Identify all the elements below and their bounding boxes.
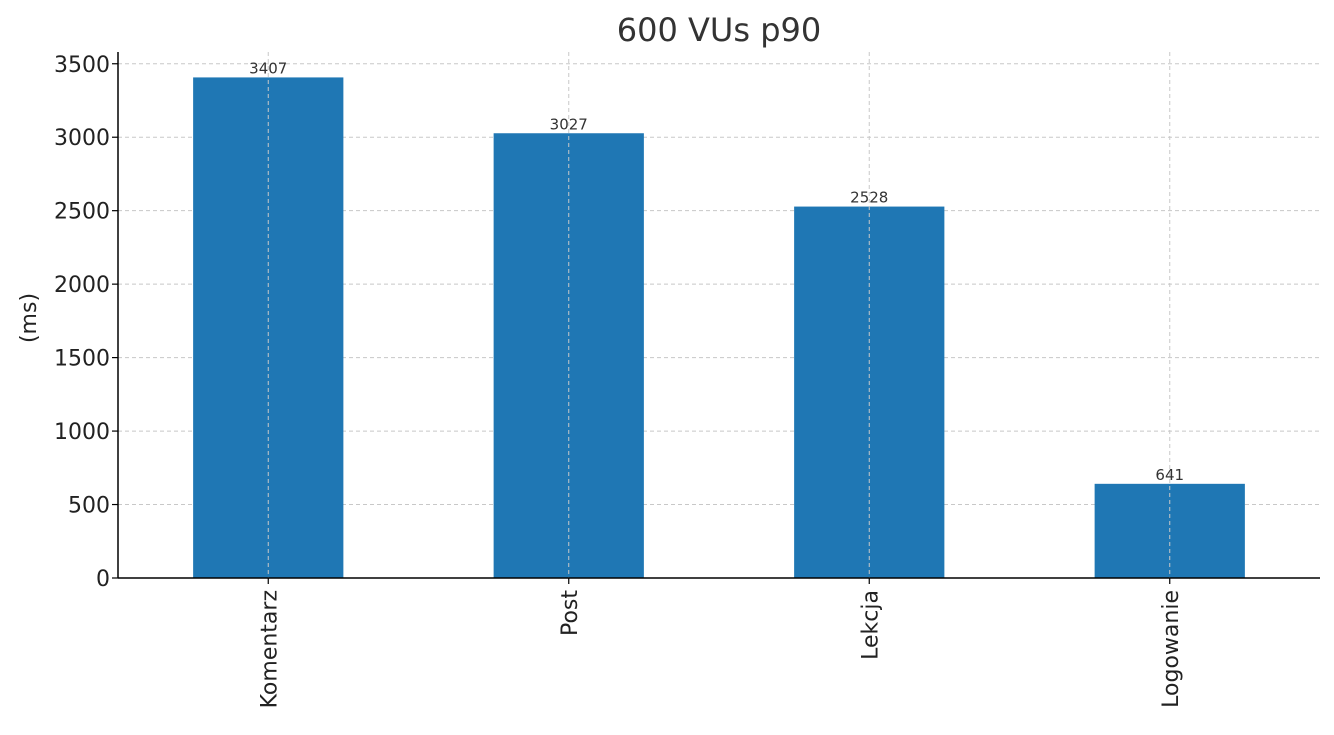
y-axis-label: (ms) [17,293,42,343]
data-label: 2528 [850,189,888,207]
y-tick-label: 2500 [54,200,110,225]
x-tick-label: Logowanie [1159,590,1184,708]
y-tick-label: 0 [96,567,110,592]
x-ticks: Komentarz Post Lekcja Logowanie [257,578,1184,708]
data-labels: 3407 3027 2528 641 [249,59,1184,483]
y-tick-label: 1500 [54,347,110,372]
y-tick-label: 500 [68,494,110,519]
y-ticks: 0 500 1000 1500 2000 2500 3000 3500 [54,53,118,592]
chart-title: 600 VUs p90 [617,11,821,49]
bars [193,77,1245,579]
data-label: 3407 [249,59,287,77]
vertical-grid [267,52,1171,578]
data-label: 641 [1155,466,1184,484]
axes [117,52,1320,579]
y-tick-label: 3000 [54,126,110,151]
y-tick-label: 1000 [54,420,110,445]
data-label: 3027 [550,115,588,133]
x-tick-label: Komentarz [257,590,282,708]
x-tick-label: Lekcja [858,590,883,660]
y-tick-label: 3500 [54,53,110,78]
x-tick-label: Post [558,590,583,636]
y-tick-label: 2000 [54,273,110,298]
